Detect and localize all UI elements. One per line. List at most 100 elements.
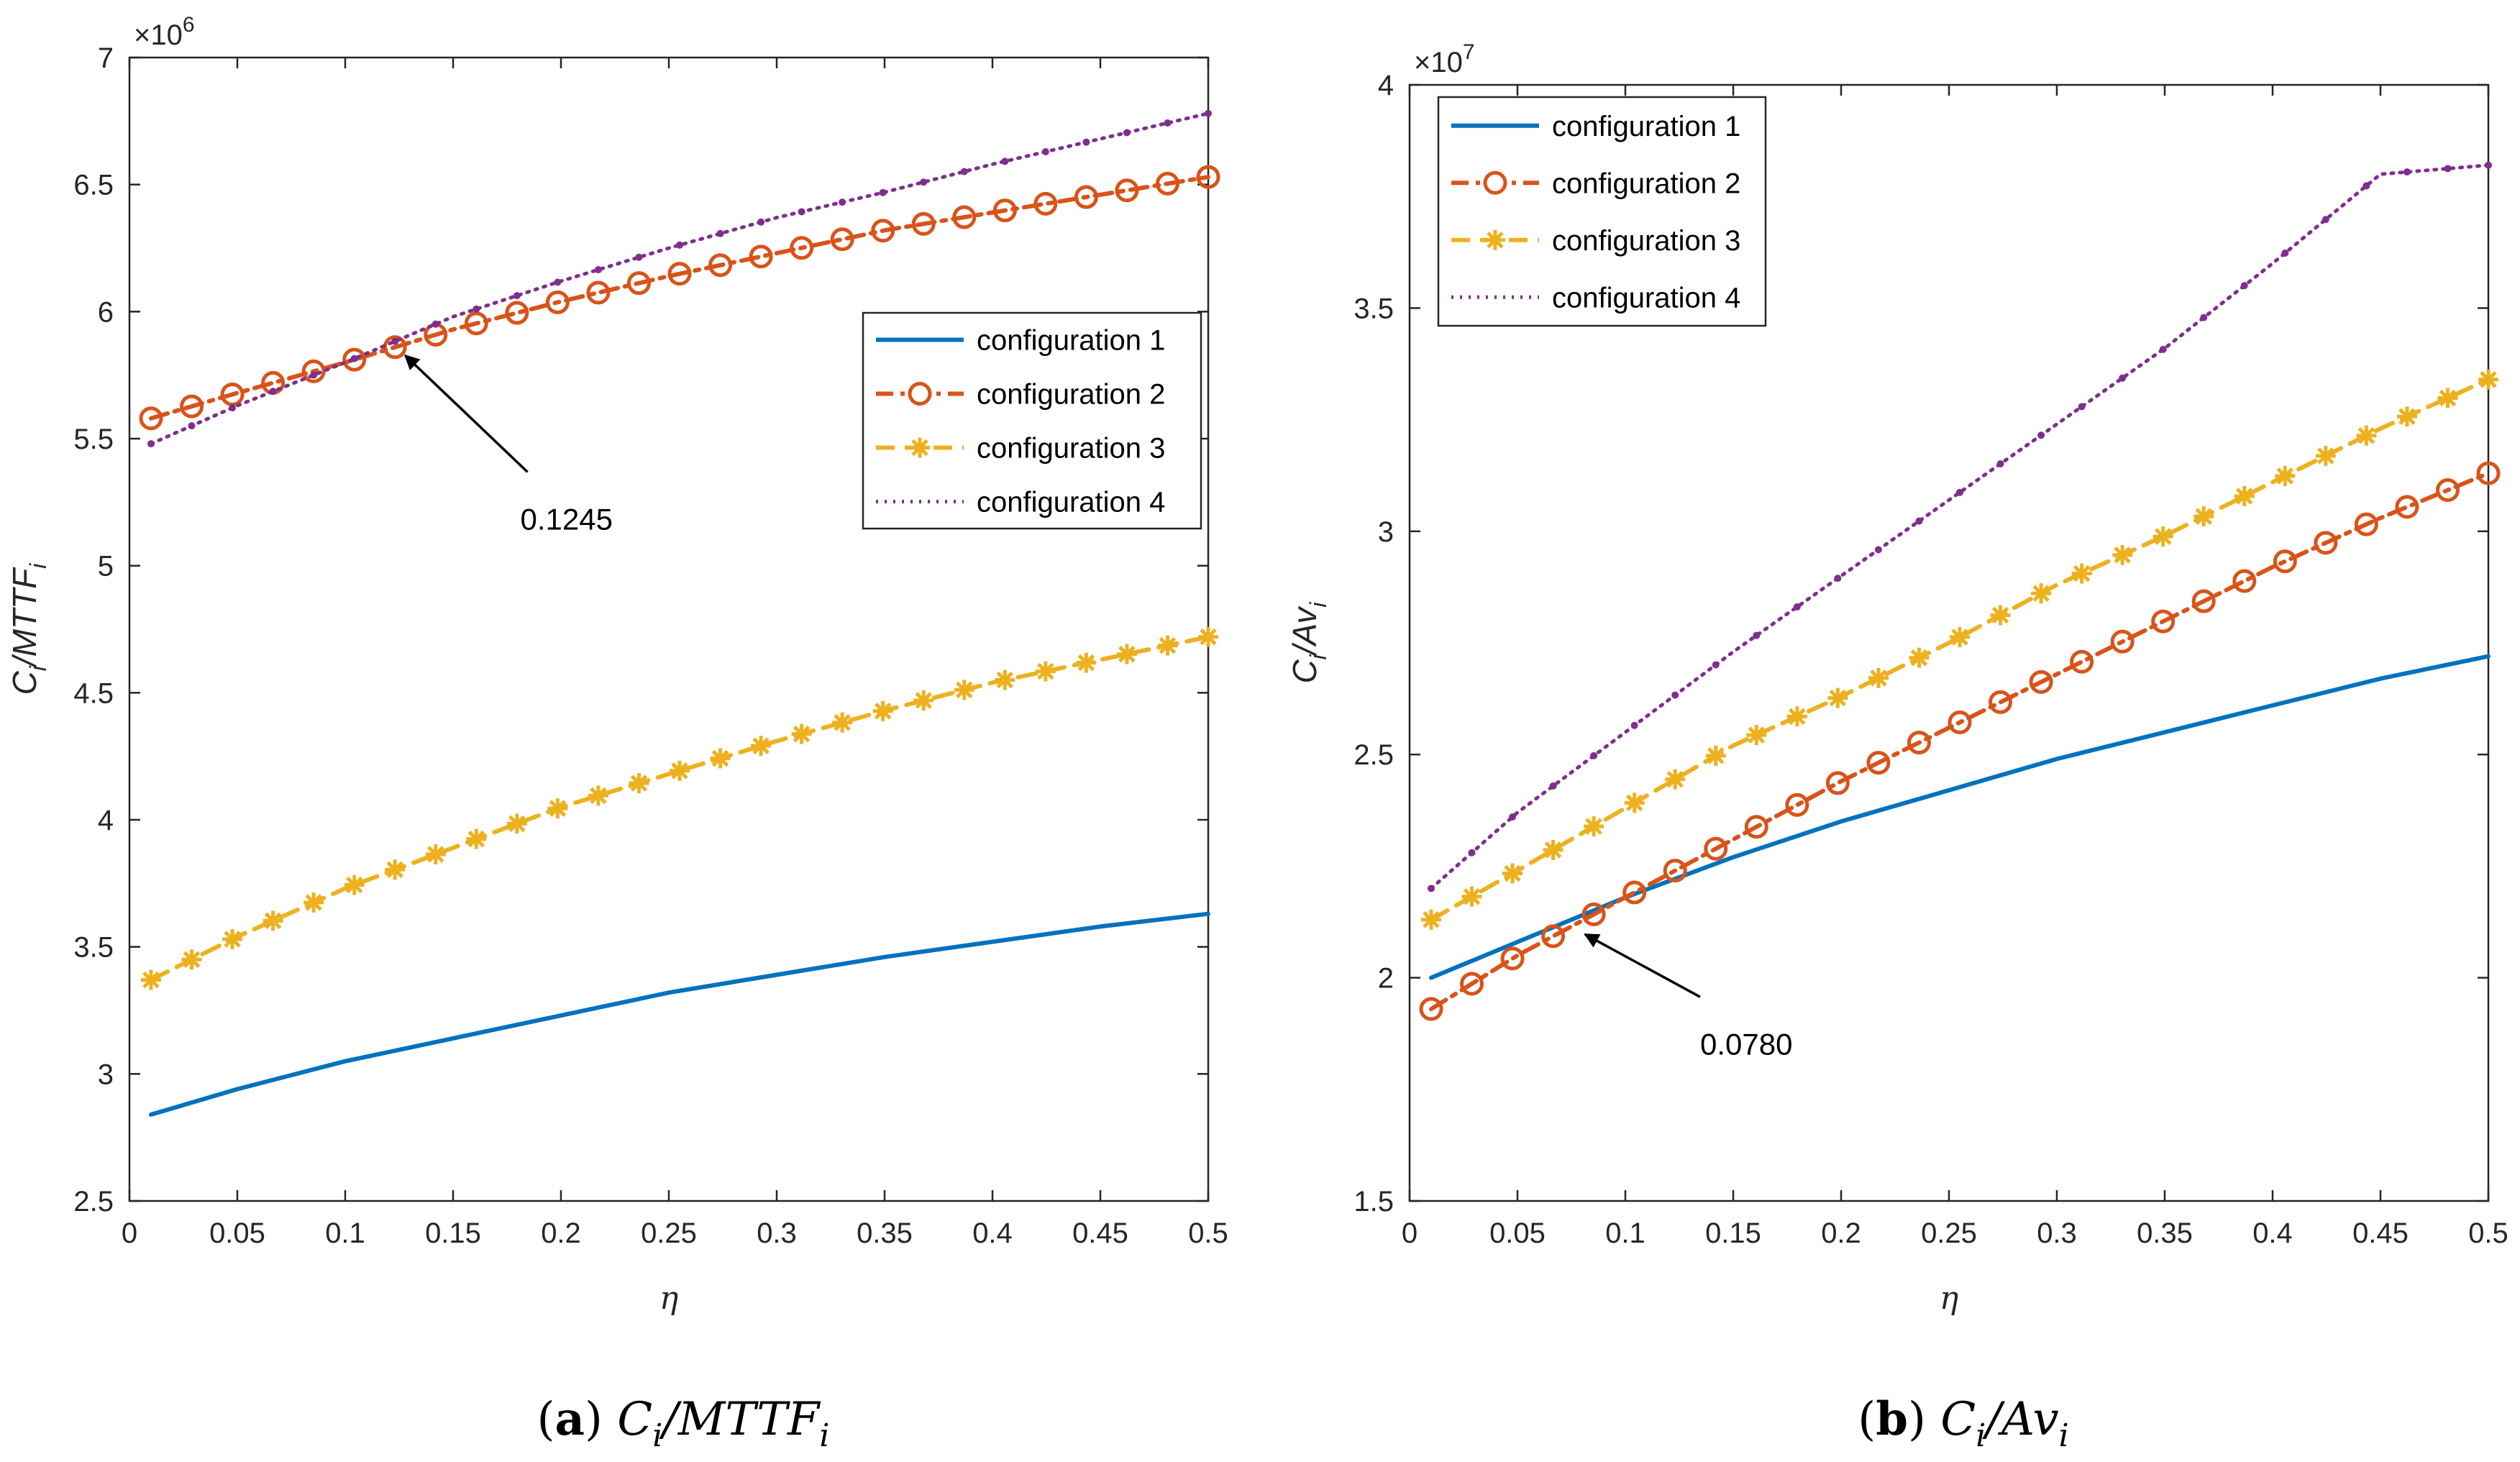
series-marker-dot bbox=[2444, 165, 2452, 173]
x-tick-label: 0.45 bbox=[1072, 1217, 1128, 1249]
x-tick-label: 0.15 bbox=[1705, 1217, 1761, 1249]
x-tick-label: 0 bbox=[122, 1217, 137, 1249]
series-marker-dot bbox=[1793, 603, 1801, 611]
y-tick-label: 3 bbox=[1378, 516, 1394, 548]
series-marker-dot bbox=[188, 422, 196, 430]
series-marker-circle bbox=[139, 406, 163, 431]
series-marker-dot bbox=[1123, 129, 1131, 137]
series-marker-dot bbox=[879, 188, 887, 196]
series-line-4 bbox=[1429, 163, 2491, 890]
series-marker-dot bbox=[1712, 661, 1720, 669]
legend-label: configuration 2 bbox=[1552, 168, 1740, 199]
series-marker-circle bbox=[1989, 690, 2013, 714]
series-marker-circle bbox=[1074, 185, 1098, 209]
series-marker-circle bbox=[586, 280, 611, 305]
series-marker-asterisk bbox=[547, 798, 568, 819]
series-marker-dot bbox=[2119, 374, 2127, 382]
series-marker-circle bbox=[871, 219, 895, 243]
y-exponent-label: ×106 bbox=[134, 13, 195, 51]
series-marker-asterisk bbox=[629, 773, 649, 794]
x-tick-label: 0 bbox=[1402, 1217, 1418, 1249]
series-marker-asterisk bbox=[1076, 652, 1097, 673]
series-marker-dot bbox=[432, 320, 439, 328]
legend-marker bbox=[908, 382, 932, 406]
series-marker-asterisk bbox=[1909, 647, 1930, 668]
x-tick-label: 0.35 bbox=[857, 1217, 913, 1249]
series-marker-asterisk bbox=[2315, 445, 2336, 466]
series-marker-dot bbox=[2078, 403, 2086, 411]
legend-label: configuration 1 bbox=[977, 325, 1165, 357]
series-marker-dot bbox=[1001, 157, 1009, 165]
series-marker-circle bbox=[911, 211, 936, 236]
series-marker-asterisk bbox=[913, 690, 934, 711]
series-marker-circle bbox=[790, 236, 814, 260]
plot-area bbox=[128, 56, 1210, 1202]
series-marker-asterisk bbox=[670, 760, 690, 781]
y-tick-label: 6 bbox=[98, 296, 114, 328]
series-marker-asterisk bbox=[1950, 626, 1970, 647]
series-marker-dot bbox=[2362, 182, 2370, 190]
series-marker-dot bbox=[1630, 721, 1638, 729]
series-marker-circle bbox=[1825, 771, 1850, 795]
series-marker-asterisk bbox=[1624, 792, 1645, 813]
series-marker-dot bbox=[1996, 460, 2004, 468]
y-tick-label: 3 bbox=[98, 1059, 114, 1090]
series-marker-dot bbox=[554, 278, 562, 286]
series-marker-circle bbox=[464, 311, 488, 336]
legend-marker bbox=[1487, 231, 1504, 249]
series-marker-circle bbox=[2476, 461, 2501, 485]
annotation-arrow bbox=[1584, 933, 1701, 998]
series-marker-dot bbox=[1205, 109, 1212, 117]
series-marker-asterisk bbox=[1786, 706, 1807, 727]
series-marker-circle bbox=[2029, 670, 2053, 694]
series-marker-dot bbox=[1164, 119, 1172, 127]
x-tick-label: 0.5 bbox=[2468, 1217, 2508, 1249]
series-marker-dot bbox=[2159, 345, 2167, 353]
legend-label: configuration 4 bbox=[977, 487, 1165, 518]
series-marker-dot bbox=[1590, 751, 1598, 759]
series-marker-circle bbox=[830, 227, 854, 252]
series-marker-asterisk bbox=[1116, 644, 1137, 664]
series-marker-circle bbox=[2070, 649, 2094, 674]
series-marker-circle bbox=[952, 205, 977, 229]
series-marker-asterisk bbox=[1157, 635, 1178, 656]
series-marker-circle bbox=[626, 271, 651, 296]
series-marker-dot bbox=[839, 198, 846, 206]
series-line-2 bbox=[1429, 471, 2491, 1012]
series-marker-circle bbox=[1581, 902, 1606, 926]
x-tick-label: 0.1 bbox=[325, 1217, 365, 1249]
series-marker-circle bbox=[2354, 512, 2378, 536]
legend: configuration 1 configuration 2 configurat… bbox=[1437, 96, 1767, 327]
series-marker-asterisk bbox=[2152, 526, 2173, 547]
series-marker-dot bbox=[2281, 249, 2289, 257]
series-marker-dot bbox=[229, 404, 237, 412]
series-marker-asterisk bbox=[1665, 769, 1686, 790]
series-marker-circle bbox=[1663, 859, 1687, 883]
series-marker-dot bbox=[1509, 813, 1517, 821]
series-marker-dot bbox=[391, 337, 399, 345]
series-marker-asterisk bbox=[1502, 863, 1523, 884]
series-marker-asterisk bbox=[751, 736, 772, 757]
series-marker-asterisk bbox=[1198, 626, 1218, 647]
series-marker-asterisk bbox=[2275, 465, 2296, 486]
x-tick-label: 0.25 bbox=[1921, 1217, 1977, 1249]
y-axis-label: Ci​/MTTFi​ bbox=[6, 563, 51, 695]
series-marker-dot bbox=[2322, 216, 2329, 224]
x-tick-label: 0.2 bbox=[541, 1217, 581, 1249]
series-marker-asterisk bbox=[832, 712, 853, 733]
series-marker-asterisk bbox=[425, 844, 446, 864]
chart-panel-a: 0 0.05 0.1 0.15 0.2 0.25 0.3 0.35 0.4 0.45 0.5 2.5 3… bbox=[6, 13, 1228, 1454]
series-marker-circle bbox=[1948, 711, 1972, 735]
series-marker-asterisk bbox=[995, 670, 1015, 690]
series-marker-dot bbox=[513, 292, 521, 300]
series-marker-asterisk bbox=[1543, 839, 1563, 860]
series-marker-asterisk bbox=[262, 910, 283, 931]
annotation-label: 0.1245 bbox=[521, 502, 613, 536]
series-marker-circle bbox=[2314, 531, 2338, 555]
x-tick-label: 0.4 bbox=[2252, 1217, 2293, 1249]
series-marker-dot bbox=[920, 178, 928, 186]
series-marker-dot bbox=[1915, 517, 1923, 525]
series-line-2 bbox=[149, 175, 1210, 421]
series-marker-dot bbox=[635, 253, 643, 261]
x-tick-label: 0.05 bbox=[1489, 1217, 1546, 1249]
